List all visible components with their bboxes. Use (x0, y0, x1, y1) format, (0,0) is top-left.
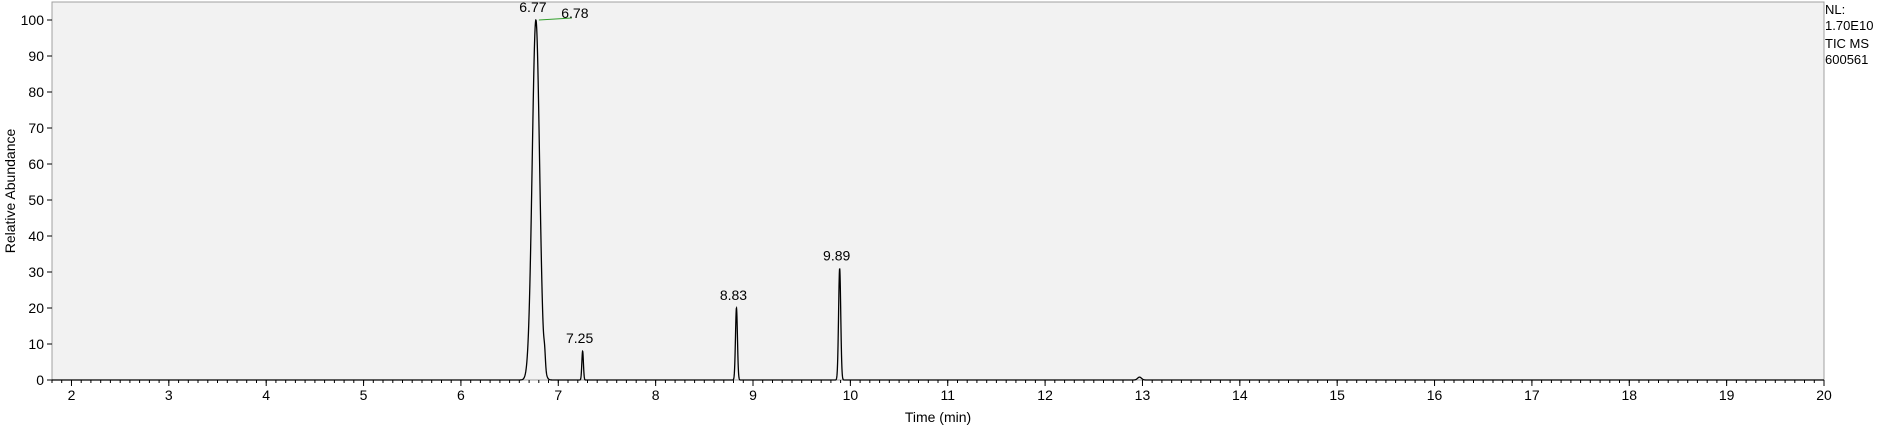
peak-label: 6.77 (519, 0, 546, 15)
y-tick-label: 10 (28, 336, 44, 352)
nl-label: NL: (1825, 2, 1846, 17)
x-tick-label: 19 (1719, 387, 1735, 403)
peak-label: 8.83 (720, 287, 747, 303)
x-tick-label: 16 (1427, 387, 1443, 403)
peak-labels: 6.77 7.25 8.83 9.89 (519, 0, 850, 346)
x-tick-label: 5 (360, 387, 368, 403)
plot-area (51, 1, 1825, 381)
annotations: 6.78 (538, 5, 589, 21)
x-tick-label: 9 (749, 387, 757, 403)
y-tick-label: 50 (28, 192, 44, 208)
x-tick-label: 11 (940, 387, 955, 403)
x-tick-label: 6 (457, 387, 465, 403)
y-tick-label: 70 (28, 120, 44, 136)
x-axis-ticks: 2 3 4 5 6 7 8 9 10 11 12 13 14 15 16 17 18 19 20 (68, 380, 1832, 403)
x-tick-label: 2 (68, 387, 76, 403)
x-axis-title: Time (min) (905, 409, 971, 425)
annotation-label: 6.78 (561, 5, 588, 21)
x-tick-label: 7 (554, 387, 562, 403)
x-tick-label: 3 (165, 387, 173, 403)
file-id: 600561 (1825, 52, 1869, 67)
tic-trace (52, 19, 1824, 381)
peak-label: 9.89 (823, 247, 850, 263)
y-tick-label: 90 (28, 48, 44, 64)
y-tick-label: 100 (21, 12, 45, 28)
x-tick-label: 8 (652, 387, 660, 403)
y-tick-label: 30 (28, 264, 44, 280)
x-tick-label: 4 (262, 387, 270, 403)
y-axis-title: Relative Abundance (2, 129, 18, 254)
x-tick-label: 14 (1232, 387, 1248, 403)
y-tick-label: 0 (36, 372, 44, 388)
y-tick-label: 20 (28, 300, 44, 316)
x-tick-label: 15 (1329, 387, 1345, 403)
y-axis-ticks: 0 10 20 30 40 50 60 70 80 90 100 (21, 12, 52, 388)
x-tick-label: 10 (843, 387, 859, 403)
x-tick-label: 17 (1524, 387, 1540, 403)
nl-value: 1.70E10 (1825, 18, 1874, 33)
x-tick-label: 12 (1037, 387, 1053, 403)
y-tick-label: 40 (28, 228, 44, 244)
peak-label: 7.25 (566, 330, 593, 346)
trace-type: TIC MS (1825, 36, 1870, 51)
x-tick-label: 13 (1135, 387, 1151, 403)
x-tick-label: 20 (1816, 387, 1832, 403)
y-tick-label: 80 (28, 84, 44, 100)
y-tick-label: 60 (28, 156, 44, 172)
x-tick-label: 18 (1621, 387, 1637, 403)
annotation-line (538, 17, 572, 21)
